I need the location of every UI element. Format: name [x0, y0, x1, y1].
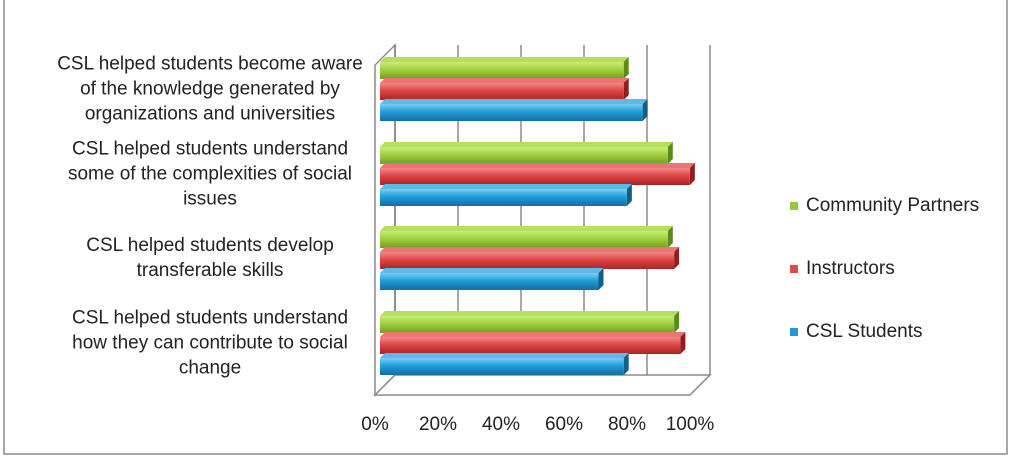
- x-tick-label: 40%: [482, 414, 520, 435]
- bar-top-face: [380, 78, 629, 83]
- plot-walls: [373, 43, 712, 397]
- bar: [380, 226, 673, 248]
- bar-end-face: [623, 78, 629, 100]
- bar-top-face: [380, 57, 629, 62]
- bar: [380, 311, 680, 333]
- bar-front-face: [380, 231, 668, 248]
- category-label: CSL helped students develop transferable …: [86, 235, 334, 281]
- category-label: CSL helped students become aware of the k…: [57, 54, 363, 125]
- category-label-line: of the knowledge generated by: [80, 79, 340, 100]
- bar: [380, 268, 604, 290]
- legend-swatch: [790, 202, 798, 210]
- x-tick-label: 0%: [361, 414, 389, 435]
- bar-front-face: [380, 147, 668, 164]
- bar-top-face: [380, 311, 680, 316]
- bar: [380, 353, 629, 375]
- bar-end-face: [667, 142, 673, 164]
- category-label: CSL helped students understand how they c…: [72, 308, 348, 379]
- x-tick-label: 80%: [608, 414, 646, 435]
- x-tick-label: 100%: [666, 414, 715, 435]
- bar: [380, 57, 629, 79]
- category-label-line: CSL helped students become aware: [57, 54, 363, 75]
- category-label-line: issues: [183, 189, 237, 210]
- legend-label: Community Partners: [806, 195, 979, 216]
- bar-top-face: [380, 163, 695, 168]
- bar-end-face: [674, 311, 680, 333]
- bar-front-face: [380, 337, 681, 354]
- bar: [380, 184, 632, 206]
- bar: [380, 78, 629, 100]
- bar-front-face: [380, 62, 624, 79]
- bar-top-face: [380, 353, 629, 358]
- bar: [380, 142, 673, 164]
- bar-front-face: [380, 316, 675, 333]
- bar: [380, 99, 648, 121]
- legend-item: CSL Students: [790, 321, 923, 342]
- bar-end-face: [626, 184, 632, 206]
- category-label-line: CSL helped students understand: [72, 139, 348, 160]
- category-label-line: how they can contribute to social: [72, 333, 348, 354]
- x-tick-label: 60%: [545, 414, 583, 435]
- bar-top-face: [380, 99, 648, 104]
- category-label: CSL helped students understand some of th…: [68, 139, 352, 210]
- bar-end-face: [598, 268, 604, 290]
- legend-label: CSL Students: [806, 321, 923, 342]
- bar-top-face: [380, 332, 686, 337]
- x-tick-labels: 0% 20% 40% 60% 80% 100%: [361, 414, 714, 435]
- bar-front-face: [380, 252, 675, 269]
- bar-end-face: [680, 332, 686, 354]
- category-label-line: transferable skills: [137, 260, 284, 281]
- category-label-line: CSL helped students understand: [72, 308, 348, 329]
- x-tick-label: 20%: [419, 414, 457, 435]
- bar: [380, 247, 680, 269]
- category-labels: CSL helped students become aware of the k…: [57, 54, 363, 379]
- bars-group: [380, 57, 695, 375]
- bar-front-face: [380, 168, 690, 185]
- bar-end-face: [667, 226, 673, 248]
- floor: [373, 374, 712, 396]
- bar-end-face: [689, 163, 695, 185]
- bar-top-face: [380, 226, 673, 231]
- legend-label: Instructors: [806, 258, 895, 279]
- bar-front-face: [380, 104, 643, 121]
- bar-end-face: [674, 247, 680, 269]
- bar: [380, 332, 686, 354]
- bar-top-face: [380, 268, 604, 273]
- legend-swatch: [790, 328, 798, 336]
- category-label-line: CSL helped students develop: [86, 235, 334, 256]
- bar: [380, 163, 695, 185]
- legend-item: Instructors: [790, 258, 895, 279]
- bar-top-face: [380, 247, 680, 252]
- bar-top-face: [380, 142, 673, 147]
- bar-front-face: [380, 189, 627, 206]
- legend-item: Community Partners: [790, 195, 979, 216]
- bar-front-face: [380, 83, 624, 100]
- legend: Community Partners Instructors CSL Student…: [790, 195, 979, 342]
- bar-top-face: [380, 184, 632, 189]
- bar-end-face: [623, 353, 629, 375]
- bar-front-face: [380, 358, 624, 375]
- category-label-line: some of the complexities of social: [68, 164, 352, 185]
- bar-end-face: [623, 57, 629, 79]
- category-label-line: organizations and universities: [85, 104, 335, 125]
- bar-end-face: [642, 99, 648, 121]
- legend-swatch: [790, 265, 798, 273]
- category-label-line: change: [179, 358, 241, 379]
- bar-front-face: [380, 273, 599, 290]
